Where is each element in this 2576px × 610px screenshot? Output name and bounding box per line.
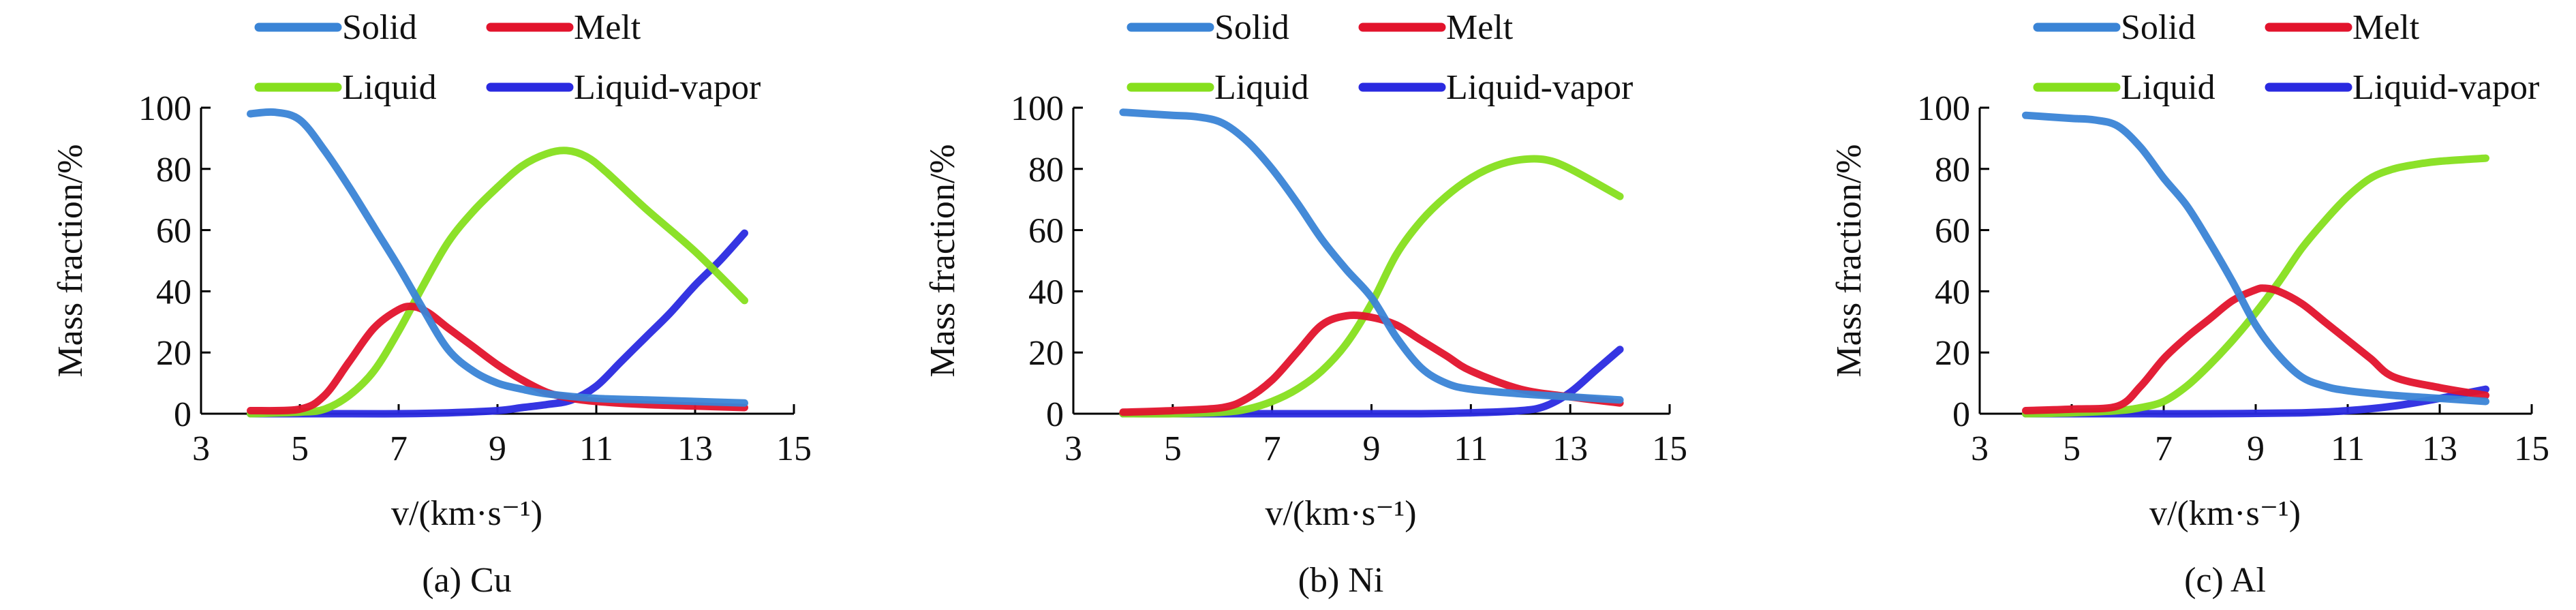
y-tick-label: 0: [174, 395, 191, 434]
legend-item-solid: Solid: [254, 8, 417, 47]
x-tick-label: 3: [1971, 429, 1989, 468]
x-axis-label: v/(km·s⁻¹): [391, 494, 542, 533]
legend-item-liquid-vapor: Liquid-vapor: [2265, 68, 2539, 107]
legend-item-liquid: Liquid: [2033, 68, 2215, 107]
y-tick-label: 20: [156, 334, 191, 373]
legend-label-liquid: Liquid: [342, 68, 437, 107]
legend-item-solid: Solid: [1126, 8, 1289, 47]
y-tick-label: 0: [1046, 395, 1064, 434]
x-tick-label: 3: [192, 429, 210, 468]
y-tick-label: 60: [1028, 212, 1064, 251]
series-line-liquid: [1119, 155, 1624, 418]
y-tick-label: 100: [1917, 89, 1970, 128]
panel-caption: (b) Ni: [1298, 561, 1384, 600]
panel-caption: (a) Cu: [422, 561, 511, 600]
legend-label-melt: Melt: [574, 8, 641, 47]
legend-item-melt: Melt: [486, 8, 641, 47]
y-axis-label: Mass fraction/%: [923, 144, 962, 377]
x-tick-label: 13: [1552, 429, 1588, 468]
series-line-liquid: [247, 147, 748, 418]
legend-label-solid: Solid: [1214, 8, 1289, 47]
chart-panel-2: Solid Melt Liquid Liquid-vapor 3 5 7 9 11 13 15 0 20…: [923, 8, 1687, 600]
x-tick-label: 15: [2514, 429, 2549, 468]
legend-label-solid: Solid: [2121, 8, 2196, 47]
legend-label-liquid-vapor: Liquid-vapor: [2352, 68, 2539, 107]
x-tick-label: 11: [2331, 429, 2365, 468]
series-line-solid: [247, 108, 748, 407]
y-tick-label: 80: [156, 151, 191, 189]
chart-panel-1: Solid Melt Liquid Liquid-vapor 3 5 7 9 11 13 15 0 20…: [51, 8, 812, 600]
legend-label-liquid-vapor: Liquid-vapor: [1446, 68, 1633, 107]
legend-item-solid: Solid: [2033, 8, 2196, 47]
x-tick-label: 15: [1652, 429, 1687, 468]
y-tick-label: 60: [156, 212, 191, 251]
y-tick-label: 20: [1028, 334, 1064, 373]
x-axis-label: v/(km·s⁻¹): [2149, 494, 2301, 533]
y-tick-label: 20: [1935, 334, 1970, 373]
y-axis-label: Mass fraction/%: [51, 144, 90, 377]
x-tick-label: 11: [1454, 429, 1488, 468]
legend-label-liquid: Liquid: [2121, 68, 2215, 107]
y-tick-label: 80: [1935, 151, 1970, 189]
x-axis-label: v/(km·s⁻¹): [1265, 494, 1416, 533]
y-tick-label: 100: [1011, 89, 1064, 128]
x-tick-label: 13: [2422, 429, 2457, 468]
legend-label-melt: Melt: [2352, 8, 2420, 47]
x-tick-label: 9: [489, 429, 506, 468]
series-line-melt: [247, 303, 748, 415]
y-tick-label: 100: [138, 89, 191, 128]
y-tick-label: 40: [1028, 273, 1064, 311]
series-line-liquid-vapor: [1119, 346, 1624, 418]
legend-item-melt: Melt: [2265, 8, 2420, 47]
legend-label-solid: Solid: [342, 8, 417, 47]
legend-item-liquid: Liquid: [1126, 68, 1309, 107]
legend-item-liquid: Liquid: [254, 68, 437, 107]
series-line-solid: [2022, 111, 2489, 406]
y-tick-label: 40: [1935, 273, 1970, 311]
x-tick-label: 9: [1363, 429, 1381, 468]
y-axis-label: Mass fraction/%: [1830, 144, 1869, 377]
series-line-melt: [1119, 311, 1624, 416]
series-line-melt: [2022, 284, 2489, 414]
panel-caption: (c) Al: [2184, 561, 2266, 600]
x-tick-label: 7: [390, 429, 408, 468]
x-tick-label: 9: [2247, 429, 2265, 468]
legend-item-melt: Melt: [1358, 8, 1514, 47]
x-tick-label: 5: [291, 429, 309, 468]
legend: Solid Melt Liquid Liquid-vapor: [254, 8, 761, 107]
x-tick-label: 7: [2155, 429, 2173, 468]
x-tick-label: 5: [1164, 429, 1182, 468]
legend-label-liquid-vapor: Liquid-vapor: [574, 68, 761, 107]
y-tick-label: 0: [1952, 395, 1970, 434]
legend-label-melt: Melt: [1446, 8, 1514, 47]
legend: Solid Melt Liquid Liquid-vapor: [1126, 8, 1633, 107]
legend-label-liquid: Liquid: [1214, 68, 1309, 107]
series-line-liquid-vapor: [247, 229, 748, 418]
series-line-liquid: [2022, 154, 2489, 418]
series-line-solid: [1119, 108, 1624, 404]
legend-item-liquid-vapor: Liquid-vapor: [1358, 68, 1633, 107]
legend-item-liquid-vapor: Liquid-vapor: [486, 68, 761, 107]
chart-panel-3: Solid Melt Liquid Liquid-vapor 3 5 7 9 11 13 15 0 20…: [1830, 8, 2549, 600]
x-tick-label: 3: [1064, 429, 1082, 468]
x-tick-label: 7: [1263, 429, 1281, 468]
x-tick-label: 13: [677, 429, 713, 468]
x-tick-label: 15: [776, 429, 812, 468]
legend: Solid Melt Liquid Liquid-vapor: [2033, 8, 2539, 107]
y-tick-label: 40: [156, 273, 191, 311]
x-tick-label: 11: [579, 429, 613, 468]
y-tick-label: 60: [1935, 212, 1970, 251]
y-tick-label: 80: [1028, 151, 1064, 189]
x-tick-label: 5: [2063, 429, 2081, 468]
